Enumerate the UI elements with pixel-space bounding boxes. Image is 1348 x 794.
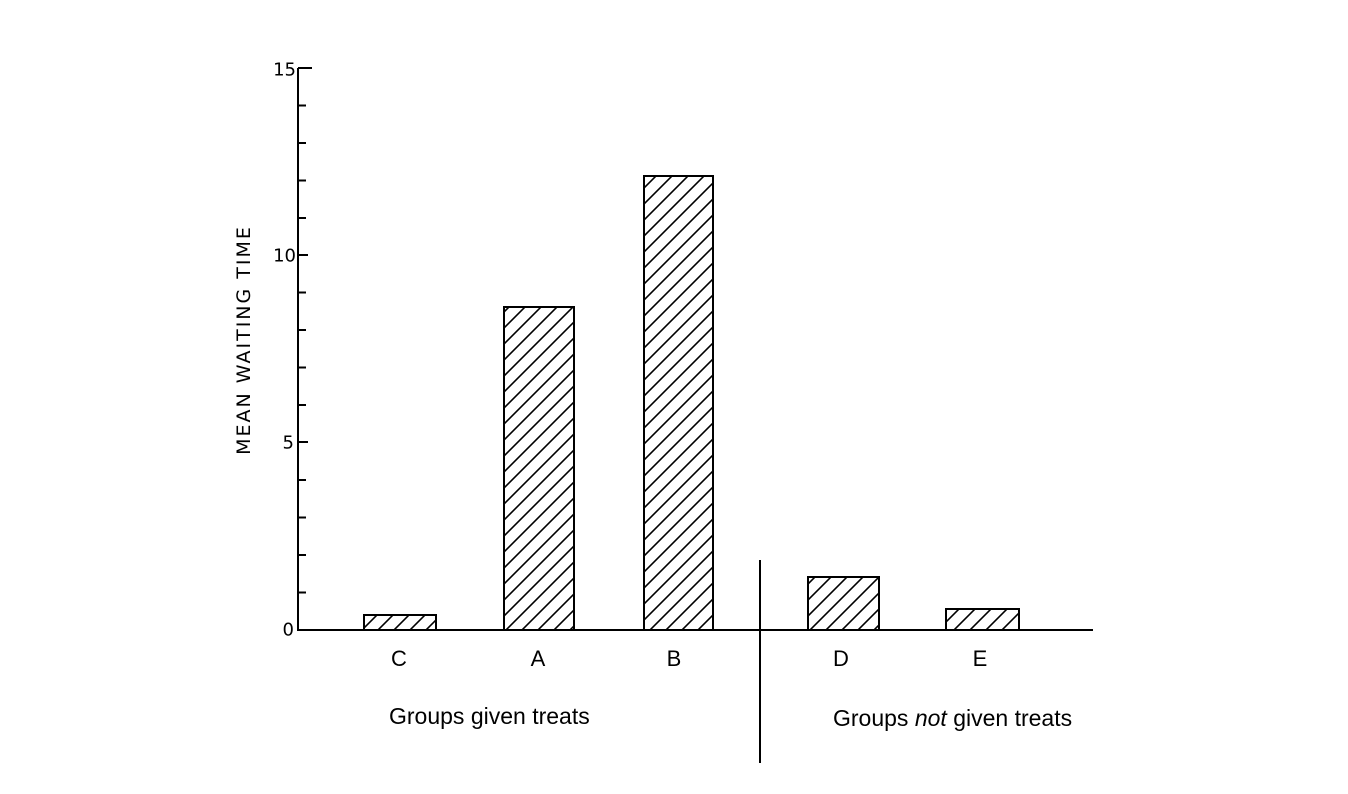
- group-label-no-treats: Groups not given treats: [833, 705, 1072, 732]
- group-label-treats: Groups given treats: [389, 703, 590, 729]
- category-label-a: A: [530, 646, 546, 671]
- category-label-d: D: [833, 646, 849, 671]
- category-label-e: E: [972, 646, 988, 671]
- bar-e: [945, 608, 1020, 631]
- bar-b: [643, 175, 714, 631]
- bar-a: [503, 306, 575, 631]
- y-tick-5: 5: [282, 432, 294, 454]
- y-tick-10: 10: [273, 245, 296, 267]
- group-label-part: Groups: [833, 705, 915, 731]
- group-label-part: given treats: [946, 705, 1073, 731]
- bar-d: [807, 576, 880, 631]
- group-label-emphasis: not: [914, 705, 947, 731]
- y-tick-0: 0: [282, 619, 294, 641]
- y-tick-15: 15: [273, 59, 296, 81]
- category-label-c: C: [391, 646, 407, 671]
- bar-c: [363, 614, 437, 631]
- category-label-b: B: [666, 646, 682, 671]
- y-axis-label: MEAN WAITING TIME: [233, 225, 255, 455]
- y-ticks: [298, 67, 312, 594]
